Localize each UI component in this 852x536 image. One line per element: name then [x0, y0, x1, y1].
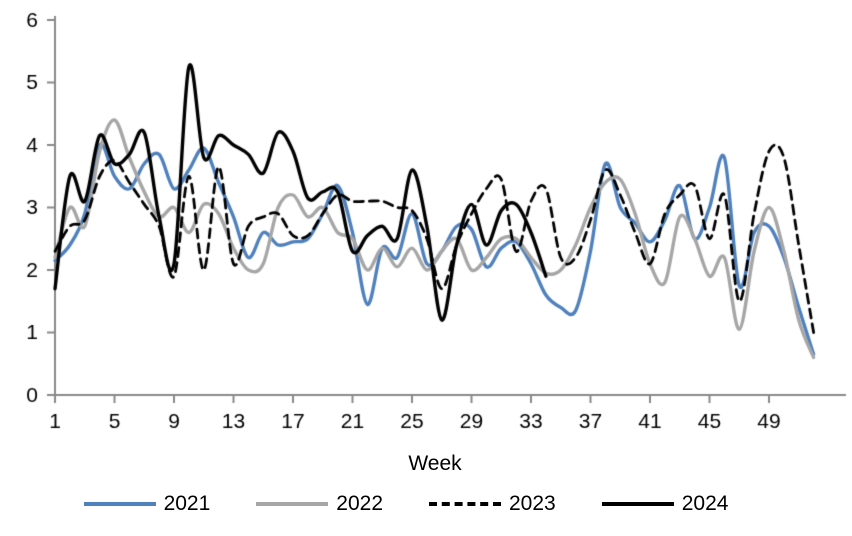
legend-label-2023: 2023 [509, 492, 556, 515]
legend-label-2021: 2021 [163, 492, 211, 515]
legend-line-2022-swatch [256, 502, 329, 506]
legend-item-2022: 2022 [256, 492, 383, 516]
x-axis-title: Week [408, 452, 462, 475]
legend-item-2021: 2021 [83, 492, 211, 516]
chart-legend: 2021 2022 2023 2024 [0, 492, 812, 516]
legend-label-2022: 2022 [336, 492, 383, 515]
legend-line-2024-swatch [601, 502, 674, 506]
legend-label-2024: 2024 [681, 492, 729, 515]
legend-line-2021-swatch [83, 502, 156, 506]
legend-item-2024: 2024 [601, 492, 729, 516]
line-chart-canvas [0, 0, 852, 490]
legend-item-2023: 2023 [429, 492, 556, 516]
legend-line-2023-swatch [429, 502, 501, 506]
